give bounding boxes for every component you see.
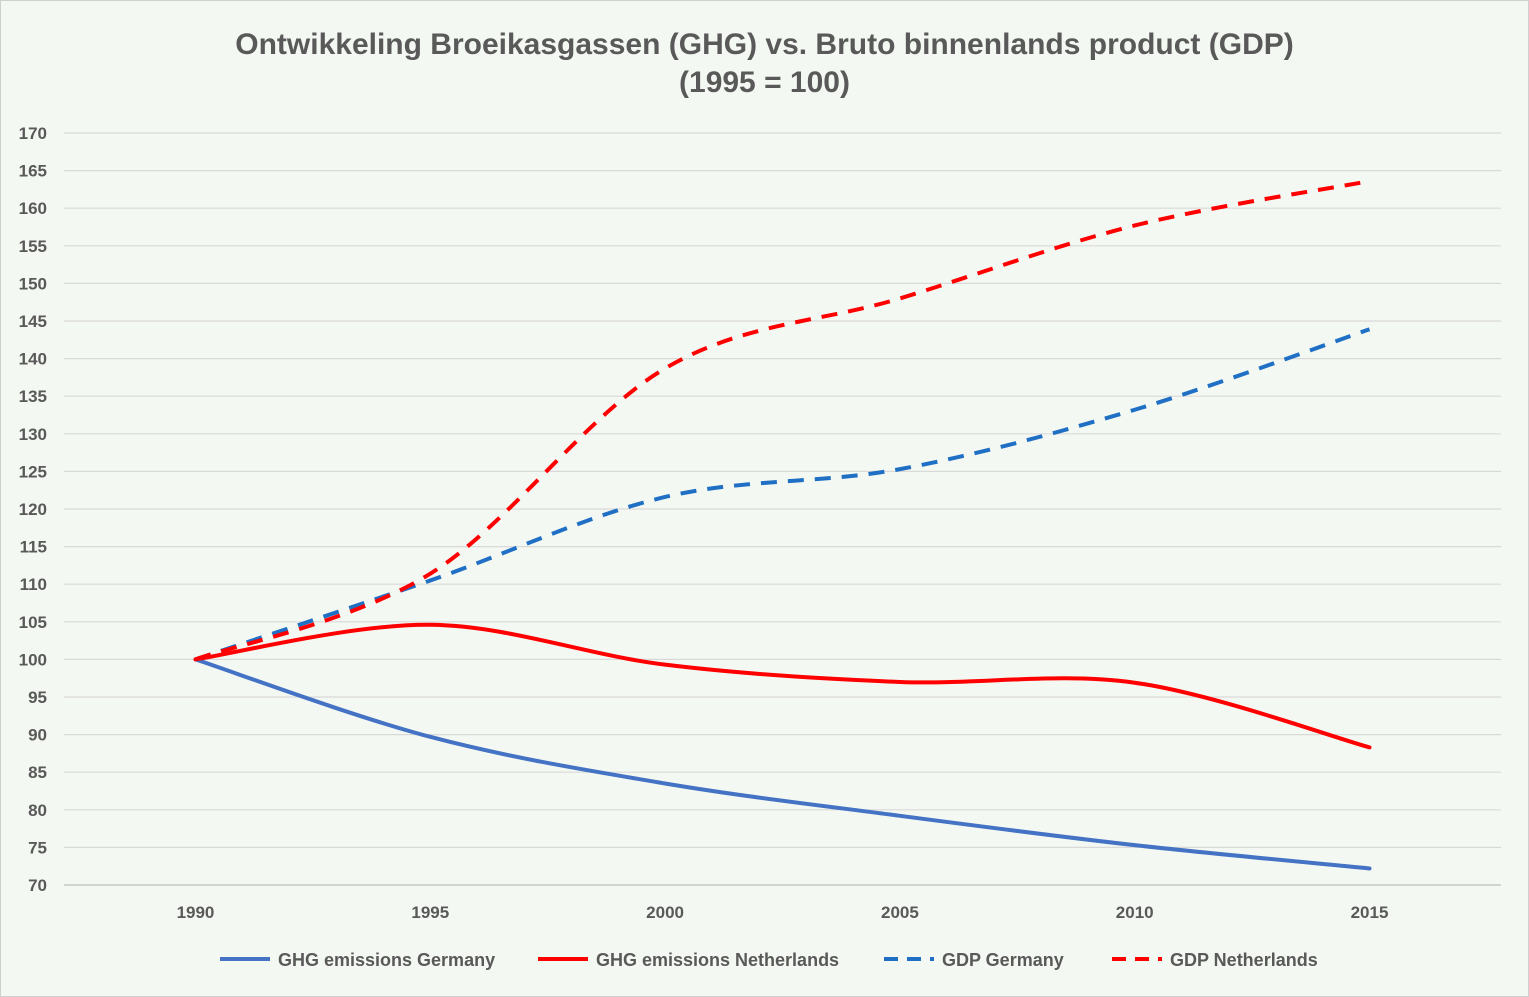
series-line-2: [193, 622, 1372, 750]
y-tick-label-160: 160: [19, 199, 47, 218]
legend-label-1: GHG emissions Germany: [278, 950, 495, 970]
series-line-3: [194, 327, 1371, 662]
y-tick-label-130: 130: [19, 425, 47, 444]
y-tick-label-110: 110: [20, 575, 47, 594]
y-axis-tick-labels: 70 75 80 85 90 95 100 105 110 115 120 125 130 135 140 1…: [19, 124, 47, 895]
y-tick-label-95: 95: [28, 688, 47, 707]
y-tick-label-165: 165: [19, 162, 47, 181]
y-tick-label-150: 150: [19, 274, 47, 293]
y-tick-label-115: 115: [20, 538, 47, 557]
legend-label-4: GDP Netherlands: [1170, 950, 1318, 970]
y-tick-label-155: 155: [19, 237, 47, 256]
y-tick-label-70: 70: [28, 876, 47, 895]
legend: GHG emissions Germany GHG emissions Nethe…: [220, 950, 1318, 970]
x-tick-label-2010: 2010: [1116, 903, 1154, 922]
y-tick-label-120: 120: [19, 500, 47, 519]
y-tick-label-80: 80: [28, 801, 47, 820]
x-tick-label-1990: 1990: [177, 903, 215, 922]
x-tick-label-2000: 2000: [646, 903, 684, 922]
y-tick-label-140: 140: [19, 350, 47, 369]
y-tick-label-75: 75: [28, 838, 47, 857]
x-axis-tick-labels: 1990 1995 2000 2005 2010 2015: [177, 903, 1389, 922]
gridlines: [64, 132, 1501, 886]
y-tick-label-170: 170: [19, 124, 47, 143]
y-tick-label-125: 125: [19, 462, 47, 481]
chart-title-line2: (1995 = 100): [679, 66, 850, 99]
chart-title-line1: Ontwikkeling Broeikasgassen (GHG) vs. Br…: [235, 28, 1294, 61]
series-lines: [193, 179, 1372, 871]
x-tick-label-2005: 2005: [881, 903, 919, 922]
series-line-1: [193, 657, 1372, 871]
legend-label-3: GDP Germany: [942, 950, 1064, 970]
y-tick-label-145: 145: [19, 312, 47, 331]
y-tick-label-85: 85: [28, 763, 47, 782]
y-tick-label-105: 105: [19, 613, 47, 632]
x-tick-label-1995: 1995: [411, 903, 449, 922]
y-tick-label-100: 100: [19, 650, 47, 669]
y-tick-label-90: 90: [28, 726, 47, 745]
y-tick-label-135: 135: [19, 387, 47, 406]
chart-title: Ontwikkeling Broeikasgassen (GHG) vs. Br…: [0, 26, 1529, 102]
series-line-4: [194, 179, 1370, 662]
legend-label-2: GHG emissions Netherlands: [596, 950, 839, 970]
x-tick-label-2015: 2015: [1351, 903, 1389, 922]
